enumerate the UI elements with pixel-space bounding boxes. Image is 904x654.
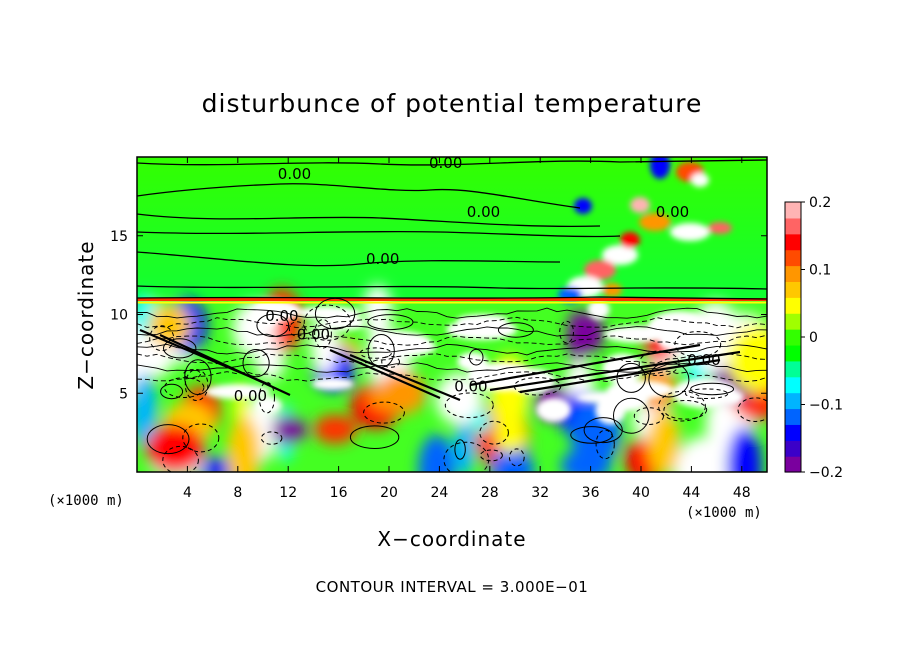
colorbar-swatch: [785, 344, 801, 362]
colorbar-swatch: [785, 424, 801, 441]
colorbar-swatch: [785, 233, 801, 251]
colorbar-swatch: [785, 408, 801, 425]
x-axis-unit: (×1000 m): [686, 505, 762, 521]
chart-title: disturbunce of potential temperature: [202, 89, 703, 118]
colorbar: [784, 201, 802, 473]
x-tick-label: 44: [682, 485, 700, 501]
z-axis-unit: (×1000 m): [48, 493, 124, 509]
x-tick-label: 32: [531, 485, 549, 501]
contour-label: 0.00: [656, 203, 689, 221]
contour-label: 0.00: [454, 378, 487, 396]
contour-label: 0.00: [278, 165, 311, 183]
x-tick-label: 48: [733, 485, 751, 501]
x-tick-label: 4: [183, 485, 192, 501]
colorbar-swatch: [785, 440, 801, 457]
colorbar-swatch: [785, 376, 801, 394]
colorbar-swatch: [785, 202, 801, 219]
colorbar-tick-label: −0.2: [809, 465, 843, 481]
contour-labels: 0.000.000.00 0.000.000.000.000.000.000.00: [234, 154, 721, 405]
x-tick-label: 20: [380, 485, 398, 501]
plot-area: 0.000.000.00 0.000.000.000.000.000.000.00: [137, 154, 767, 472]
colorbar-swatch: [785, 392, 801, 410]
colorbar-swatch: [785, 297, 801, 314]
colorbar-tick-label: 0.2: [809, 195, 831, 211]
x-tick-label: 12: [279, 485, 297, 501]
contour-label: 0.00: [687, 351, 720, 369]
x-tick-label: 24: [430, 485, 448, 501]
colorbar-tick-label: 0: [809, 330, 818, 346]
y-tick-label: 15: [110, 229, 128, 245]
colorbar-swatch: [785, 265, 801, 283]
disturbance-streaks: [137, 157, 767, 304]
x-tick-label: 16: [330, 485, 348, 501]
contour-label: 0.00: [429, 154, 462, 172]
colorbar-swatch: [785, 217, 801, 235]
colorbar-swatch: [785, 281, 801, 298]
colorbar-ticks: 0.2 0.1 0 −0.1 −0.2: [801, 195, 843, 481]
contour-interval-note: CONTOUR INTERVAL = 3.000E−01: [316, 578, 589, 596]
contour-lines: [137, 159, 767, 472]
contour-label: 0.00: [265, 307, 298, 325]
colorbar-swatch: [785, 360, 801, 378]
colorbar-swatch: [785, 249, 801, 267]
contour-label: 0.00: [297, 326, 330, 344]
contour-label: 0.00: [467, 203, 500, 221]
x-tick-label: 40: [632, 485, 650, 501]
contour-label: 0.00: [234, 387, 267, 405]
colorbar-tick-label: 0.1: [809, 263, 831, 279]
colorbar-tick-label: −0.1: [809, 398, 843, 414]
y-tick-label: 5: [119, 386, 128, 402]
y-tick-label: 10: [110, 308, 128, 324]
contour-label: 0.00: [366, 250, 399, 268]
y-axis-ticks: 5 10 15: [110, 229, 767, 402]
x-tick-label: 36: [582, 485, 600, 501]
x-tick-label: 28: [481, 485, 499, 501]
x-axis-ticks: 4 8 12 16 20 24 28 32 36 40 44 48: [183, 157, 751, 501]
x-axis-label: X−coordinate: [377, 527, 526, 551]
colorbar-swatch: [785, 456, 801, 473]
y-axis-label: Z−coordinate: [74, 240, 98, 389]
colorbar-swatch: [785, 313, 801, 330]
colorbar-swatch: [785, 329, 801, 346]
x-tick-label: 8: [233, 485, 242, 501]
lower-field: [137, 285, 767, 472]
